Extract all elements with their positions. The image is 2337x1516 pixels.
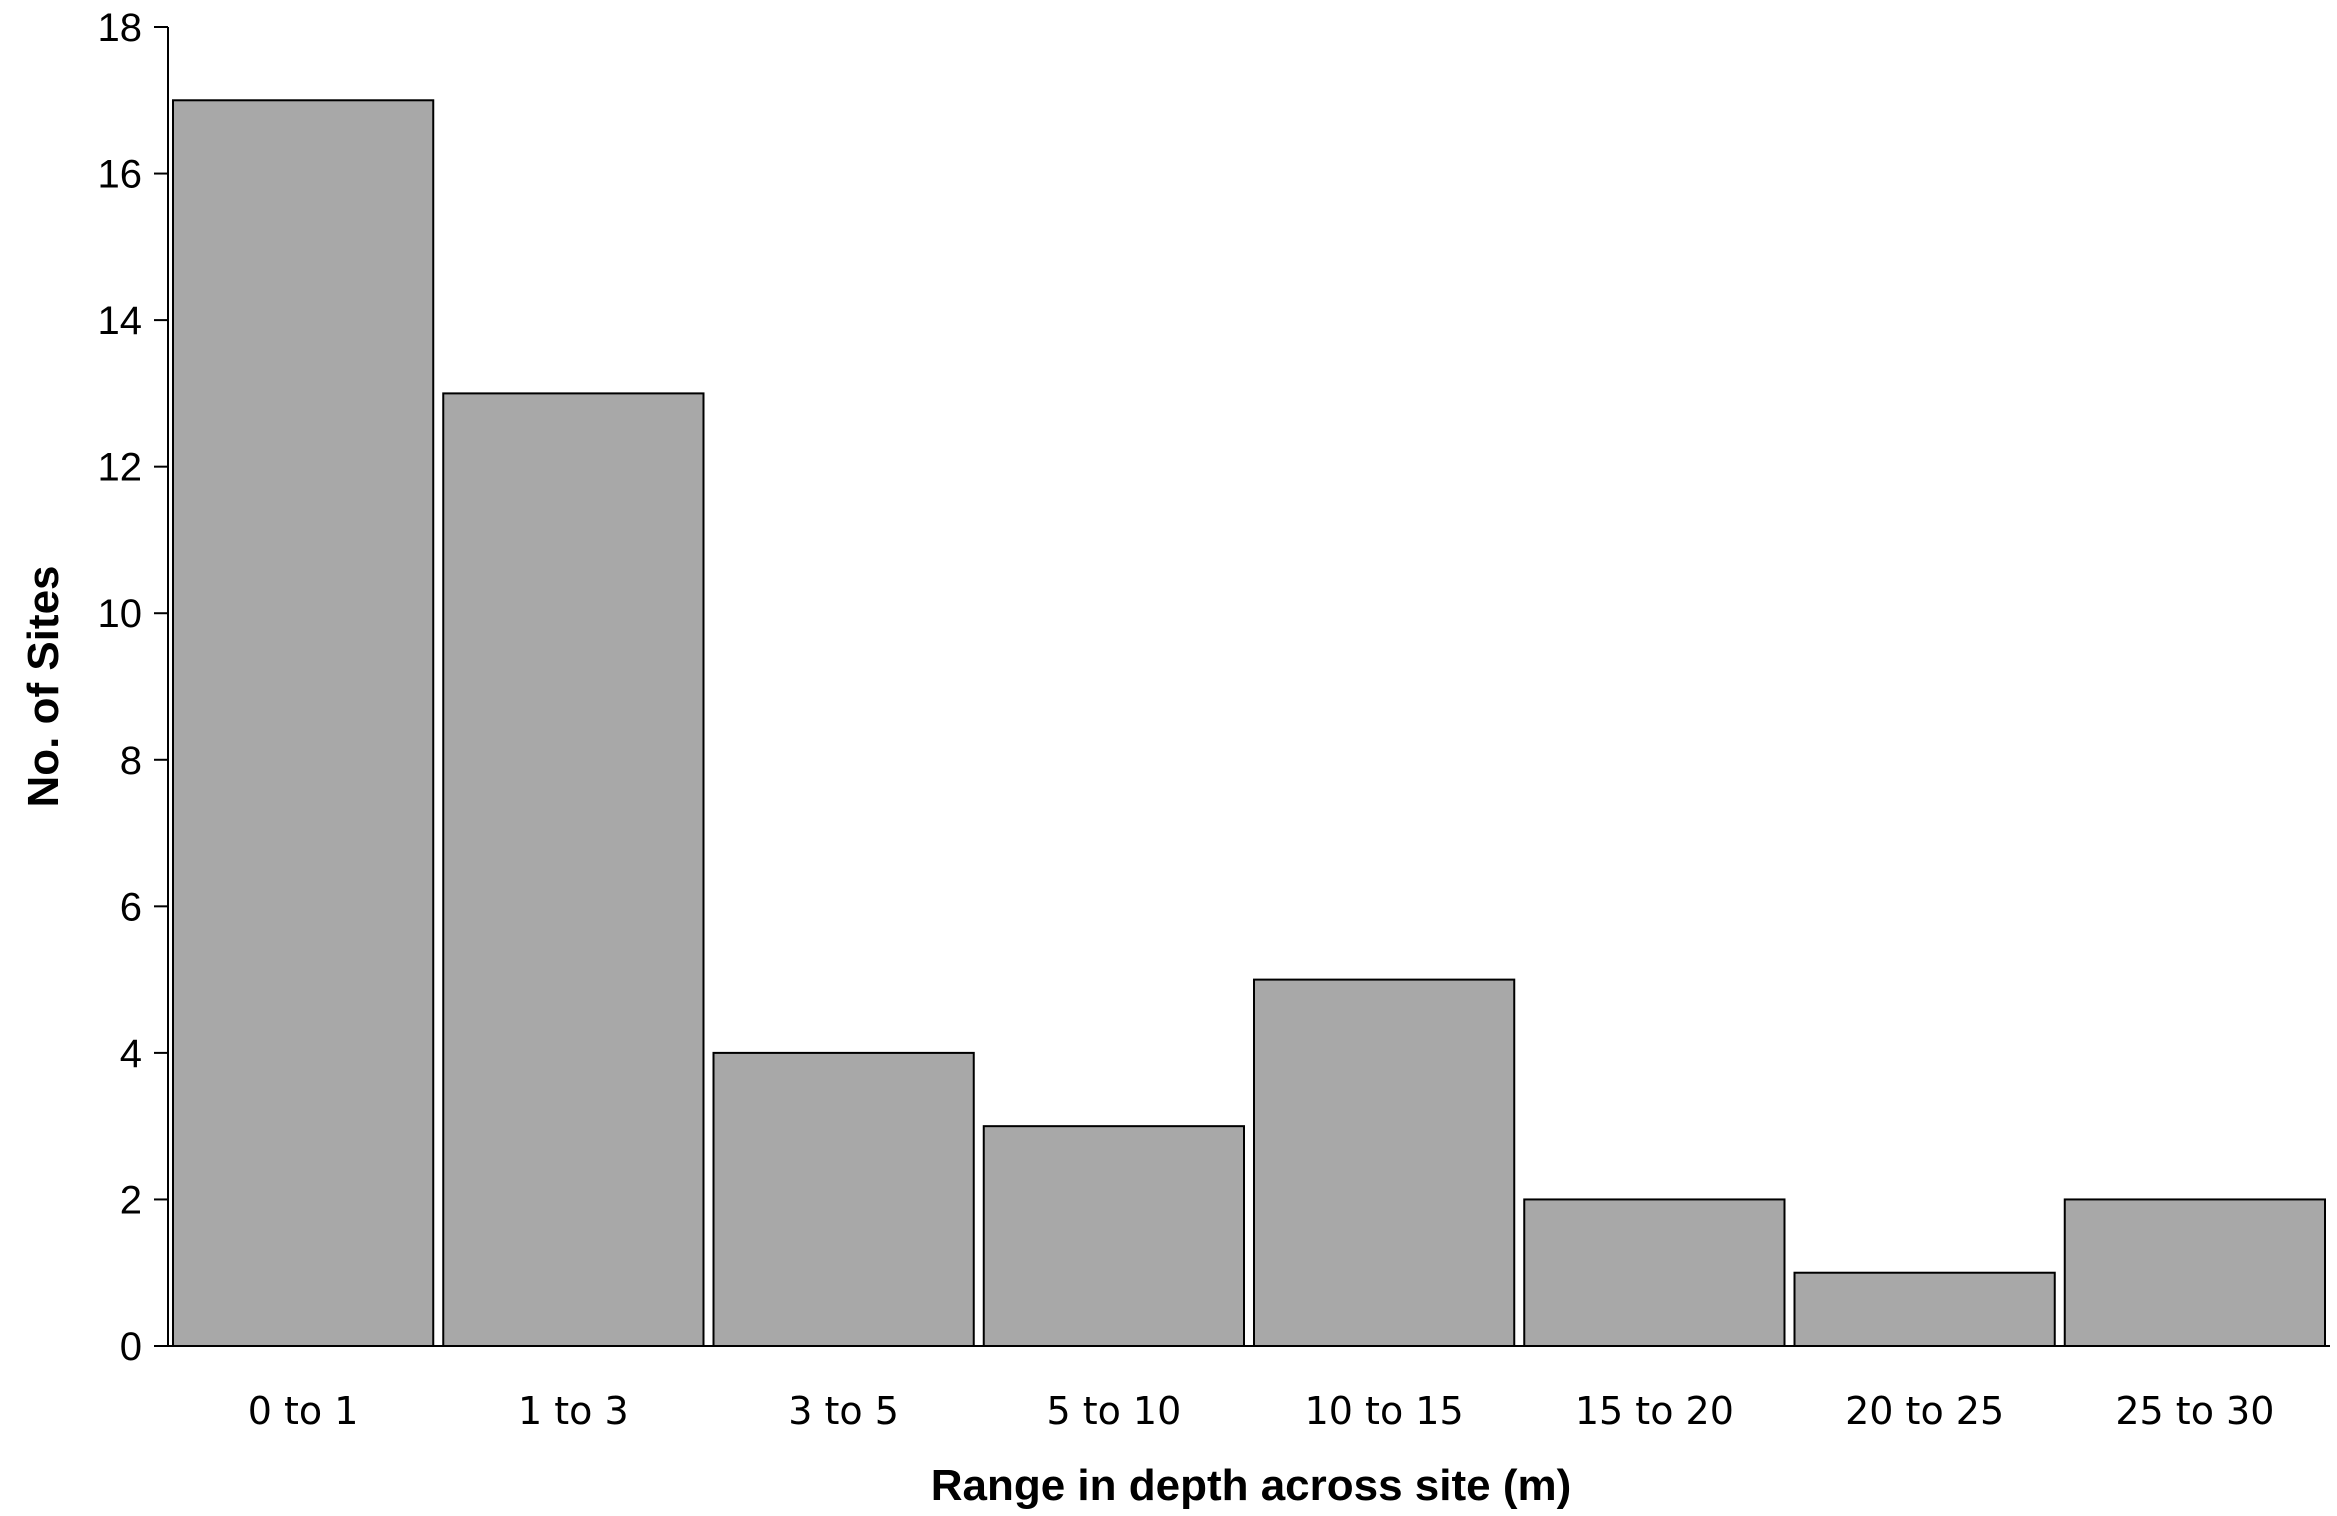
y-tick-label: 4 — [120, 1032, 142, 1076]
y-tick-label: 16 — [98, 153, 143, 197]
bar-15-to-20 — [1523, 1198, 1786, 1348]
x-tick-labels: 0 to 1 1 to 3 3 to 5 5 to 10 10 to 15 15 to 2… — [248, 1389, 2275, 1433]
y-tick-label: 10 — [98, 592, 143, 636]
x-tick-label: 15 to 20 — [1575, 1389, 1734, 1433]
x-tick-label: 1 to 3 — [518, 1389, 629, 1433]
y-tick-label: 12 — [98, 446, 143, 490]
bar-5-to-10 — [982, 1125, 1245, 1347]
bar-0-to-1 — [172, 99, 435, 1347]
x-axis-title: Range in depth across site (m) — [931, 1461, 1572, 1510]
y-tick-label: 8 — [120, 739, 142, 783]
x-tick-label: 0 to 1 — [248, 1389, 359, 1433]
bar-3-to-5 — [712, 1051, 975, 1348]
x-tick-label: 5 to 10 — [1046, 1389, 1181, 1433]
y-tick-label: 2 — [120, 1178, 142, 1222]
x-tick-label: 25 to 30 — [2115, 1389, 2274, 1433]
y-tick-label: 14 — [98, 299, 143, 343]
y-tick-label: 6 — [120, 885, 142, 929]
bar-1-to-3 — [442, 392, 705, 1347]
y-axis-title: No. of Sites — [19, 565, 68, 807]
x-tick-label: 10 to 15 — [1305, 1389, 1464, 1433]
x-tick-label: 3 to 5 — [788, 1389, 899, 1433]
bars — [172, 99, 2326, 1348]
bar-20-to-25 — [1793, 1271, 2056, 1347]
x-tick-label: 20 to 25 — [1845, 1389, 2004, 1433]
bar-10-to-15 — [1253, 978, 1516, 1347]
y-tick-label: 0 — [120, 1325, 142, 1369]
y-tick-label: 18 — [98, 6, 143, 50]
y-axis: 0 2 4 6 8 10 12 14 16 18 — [98, 6, 169, 1369]
bar-25-to-30 — [2063, 1198, 2326, 1348]
